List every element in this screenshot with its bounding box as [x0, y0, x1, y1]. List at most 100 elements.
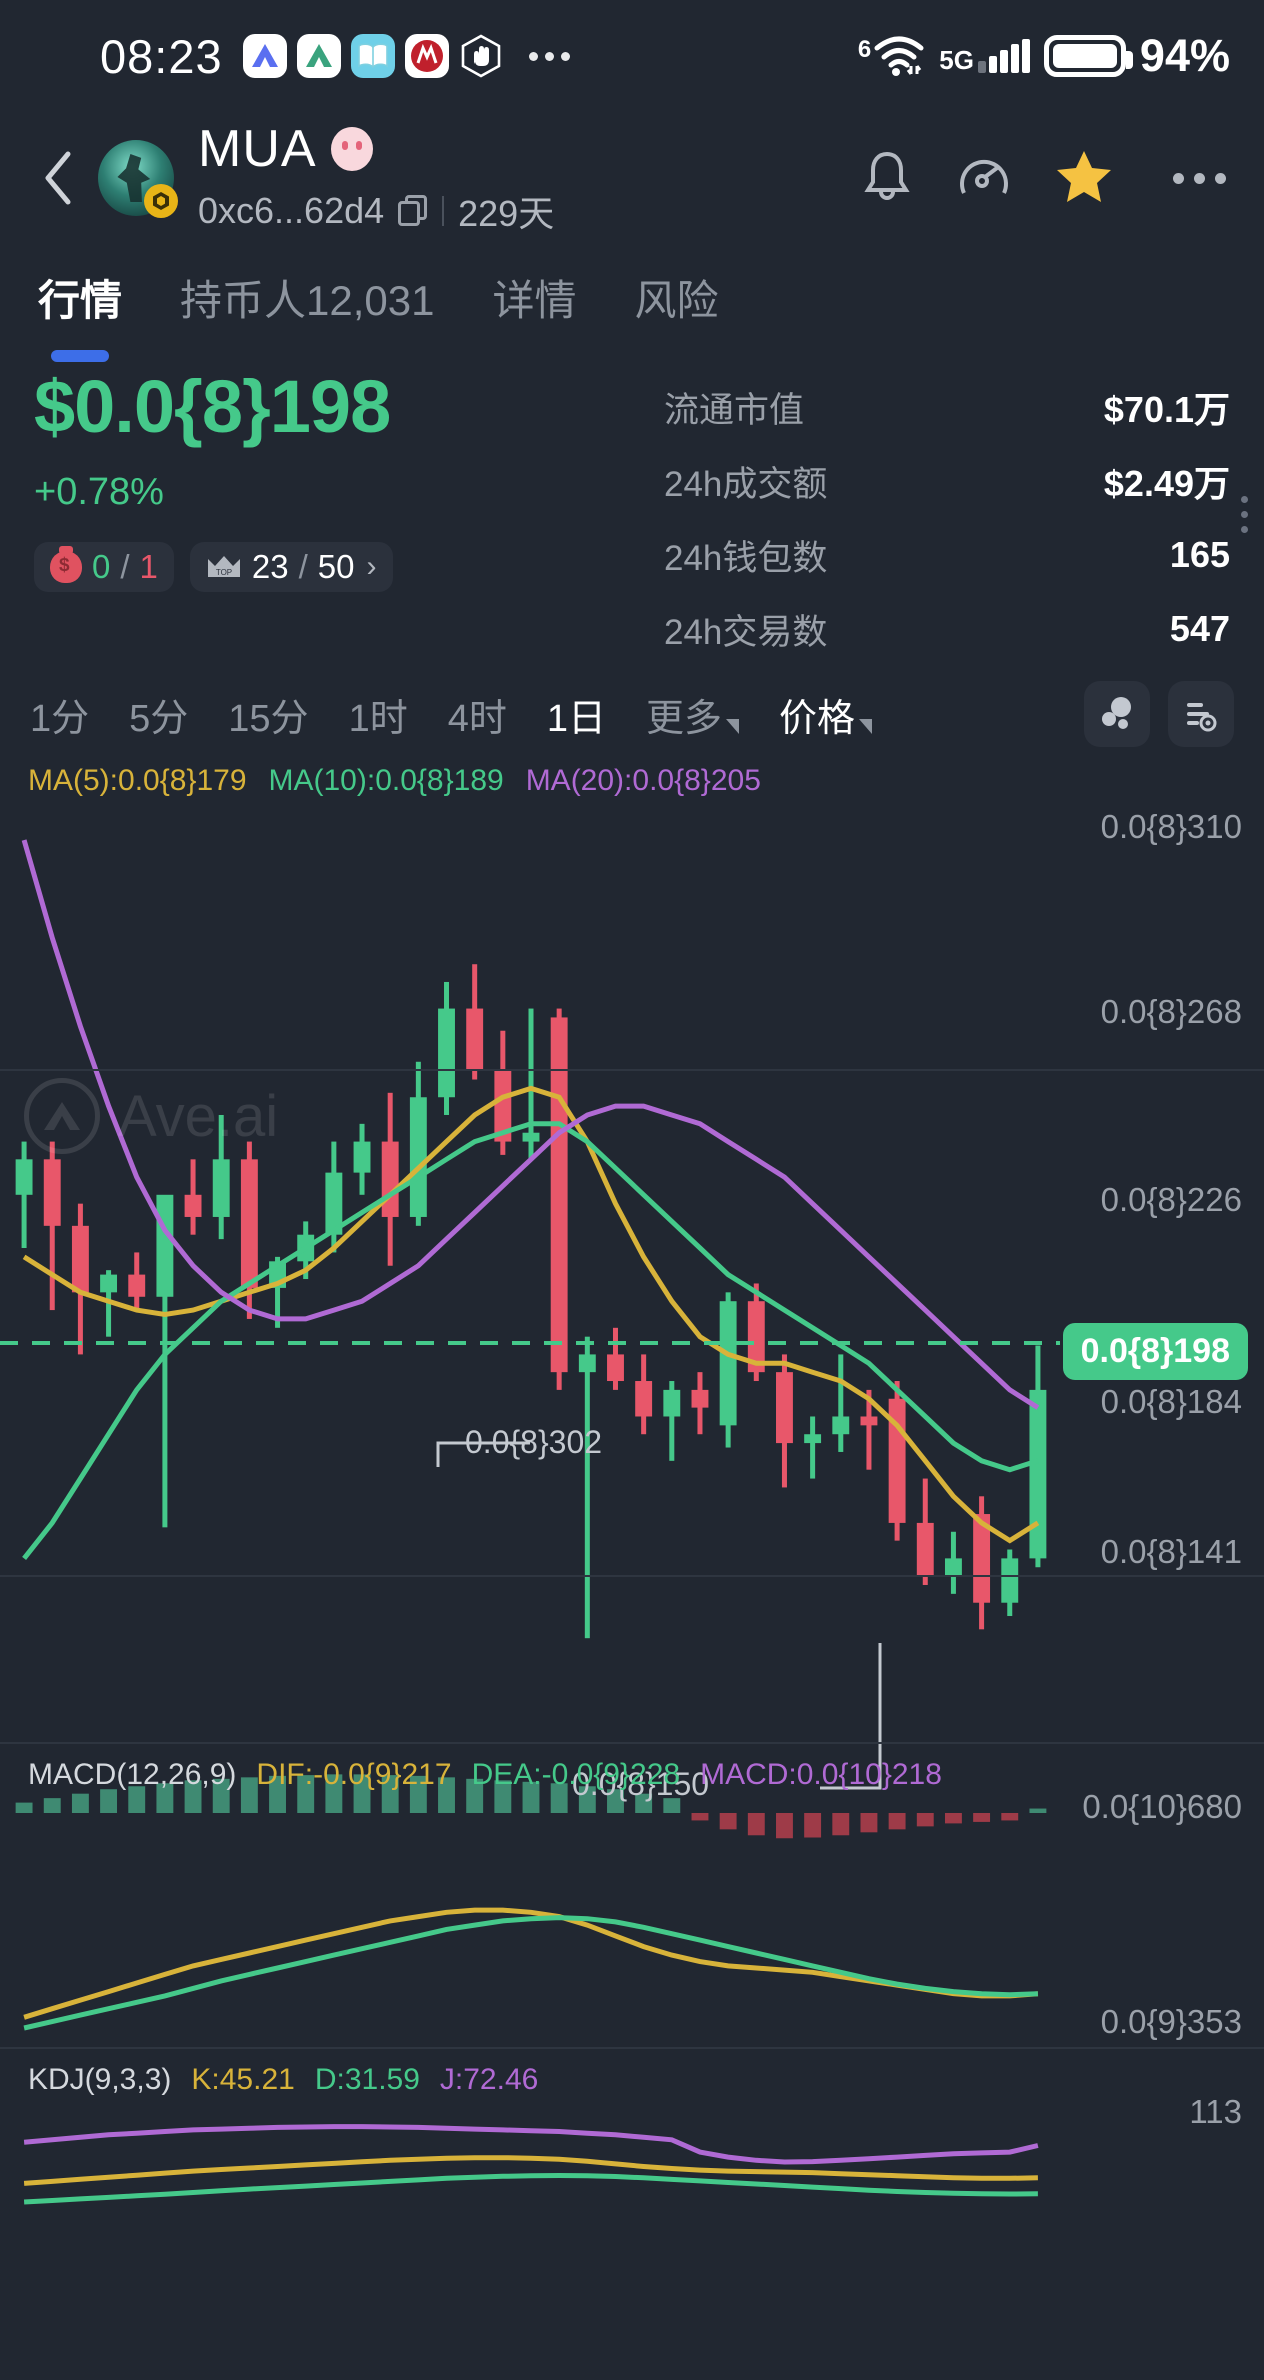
signal-bars-icon [977, 39, 1030, 73]
pill-value-a: 23 [251, 548, 289, 585]
status-indicators: 6 5G 94% [858, 30, 1230, 82]
stat-label: 24h交易数 [664, 612, 828, 652]
timeframe-5m[interactable]: 5分 [129, 697, 189, 740]
back-button[interactable] [30, 149, 88, 207]
high-annotation-leader [436, 1441, 530, 1467]
pill-value-b: 1 [139, 548, 158, 585]
macd-dea-line [23, 1915, 1038, 2031]
price-axis-tick: 0.0{8}268 [1100, 993, 1242, 1030]
ma20-name: MA(20) [525, 764, 625, 797]
stat-row: 流通市值 $70.1万 [664, 370, 1230, 444]
ma5-line [22, 1085, 1040, 1544]
macd-dea: DEA:-0.0{9}228 [472, 1758, 681, 1792]
macd-legend: MACD(12,26,9) DIF:-0.0{9}217 DEA:-0.0{9}… [28, 1758, 942, 1792]
ma20-line [21, 839, 1040, 1410]
stat-value: $2.49万 [1103, 463, 1230, 504]
kdj-title: KDJ(9,3,3) [28, 2063, 172, 2096]
bubble-chart-button[interactable] [1084, 681, 1150, 747]
price-change-percent: +0.78% [34, 471, 164, 513]
stat-label: 24h成交额 [664, 464, 828, 504]
contract-address[interactable]: 0xc6...62d4 [198, 190, 385, 231]
copy-icon[interactable] [398, 195, 428, 227]
holder-ratio-pill[interactable]: 0 / 1 [34, 542, 174, 592]
battery-icon [1043, 35, 1133, 77]
stat-row: 24h交易数 547 [664, 592, 1230, 666]
tab-label: 持币人12,031 [180, 277, 435, 324]
bell-icon[interactable] [861, 148, 913, 209]
token-name: MUA [198, 120, 317, 178]
chart-area[interactable]: MA(5):0.0{8}179 MA(10):0.0{8}189 MA(20):… [0, 758, 1264, 2278]
tab-label: 详情 [492, 277, 577, 324]
chart-mode-label: 价格 [779, 697, 856, 740]
crown-top-icon: TOP [206, 553, 242, 581]
ma20-value: 0.0{8}205 [632, 764, 761, 797]
ma10-legend: MA(10):0.0{8}189 [268, 764, 504, 797]
caret-down-icon [859, 718, 873, 734]
more-dots-icon[interactable] [1173, 172, 1226, 184]
timeframe-bar: 1分 5分 15分 1时 4时 1日 更多 价格 [0, 666, 1264, 758]
token-header: MUA 0xc6...62d4 229天 [0, 112, 1264, 234]
wifi-generation: 6 [857, 36, 872, 63]
price-section: $0.0{8}198 +0.78% 0 / 1 TOP 23 / 50 › [34, 364, 664, 666]
ma-legend: MA(5):0.0{8}179 MA(10):0.0{8}189 MA(20):… [28, 764, 761, 798]
pill-separator: / [120, 548, 130, 585]
svg-text:TOP: TOP [216, 568, 232, 577]
timeframe-4h[interactable]: 4时 [447, 697, 507, 740]
macd-dif-value: -0.0{9}217 [313, 1758, 452, 1791]
tab-holders[interactable]: 持币人12,031 [180, 267, 434, 338]
kdj-d-value: 31.59 [344, 2063, 420, 2096]
star-icon[interactable] [1055, 148, 1113, 209]
indicator-settings-button[interactable] [1168, 681, 1234, 747]
badge-pills: 0 / 1 TOP 23 / 50 › [34, 542, 664, 592]
macd-dea-label: DEA: [471, 1758, 542, 1791]
macd-axis-tick: 0.0{10}680 [1082, 1788, 1242, 1825]
ma20-legend: MA(20):0.0{8}205 [525, 764, 761, 797]
book-icon [350, 34, 395, 78]
ma5-value: 0.0{8}179 [118, 764, 247, 797]
tab-label: 行情 [38, 277, 123, 324]
status-app-icons [242, 34, 570, 78]
main-tabs: 行情 持币人12,031 详情 风险 [0, 234, 1264, 362]
token-avatar[interactable] [98, 140, 178, 218]
ma10-value: 0.0{8}189 [375, 764, 504, 797]
stats-panel: 流通市值 $70.1万 24h成交额 $2.49万 24h钱包数 165 24h… [664, 364, 1248, 666]
timeframe-1d[interactable]: 1日 [546, 697, 606, 740]
watermark-text: Ave.ai [118, 1083, 279, 1149]
macd-dea-value: -0.0{9}228 [541, 1758, 681, 1791]
timeframe-more-dropdown[interactable]: 更多 [646, 687, 739, 742]
price-axis-tick: 0.0{8}141 [1100, 1533, 1242, 1570]
status-time: 08:23 [100, 29, 223, 83]
macd-dif: DIF:-0.0{9}217 [256, 1758, 451, 1792]
macd-macd: MACD:0.0{10}218 [700, 1758, 942, 1792]
macd-histogram [15, 1774, 1047, 1839]
current-price-tag: 0.0{8}198 [1062, 1323, 1248, 1380]
chart-tool-buttons [1084, 681, 1234, 747]
battery-percent: 94% [1139, 30, 1230, 81]
header-actions [861, 148, 1234, 209]
wifi-icon [874, 36, 924, 76]
tab-label: 风险 [634, 277, 719, 324]
timeframe-15m[interactable]: 15分 [228, 697, 309, 740]
tab-market[interactable]: 行情 [38, 267, 123, 362]
timeframe-1h[interactable]: 1时 [348, 697, 408, 740]
high-price-annotation: 0.0{8}302 [465, 1424, 603, 1460]
kdj-j: J:72.46 [440, 2063, 538, 2097]
stat-value: 165 [1169, 534, 1230, 575]
gauge-icon[interactable] [957, 149, 1011, 208]
chart-mode-dropdown[interactable]: 价格 [779, 687, 873, 742]
more-dots-icon[interactable] [528, 51, 570, 61]
blush-face-emoji [330, 127, 373, 171]
kdj-k-value: 45.21 [219, 2063, 295, 2096]
kdj-d: D:31.59 [315, 2063, 420, 2097]
stat-value: $70.1万 [1103, 389, 1230, 430]
scroll-indicator-dots [1241, 496, 1248, 533]
token-age: 229天 [458, 193, 555, 234]
top-rank-pill[interactable]: TOP 23 / 50 › [189, 542, 393, 592]
timeframe-1m[interactable]: 1分 [30, 697, 90, 740]
tab-risk[interactable]: 风险 [635, 267, 719, 338]
stat-label: 流通市值 [664, 390, 805, 430]
ave-icon-green [296, 34, 341, 78]
tab-details[interactable]: 详情 [492, 267, 576, 338]
pill-value-a: 0 [92, 548, 111, 585]
stat-label: 24h钱包数 [664, 538, 828, 578]
